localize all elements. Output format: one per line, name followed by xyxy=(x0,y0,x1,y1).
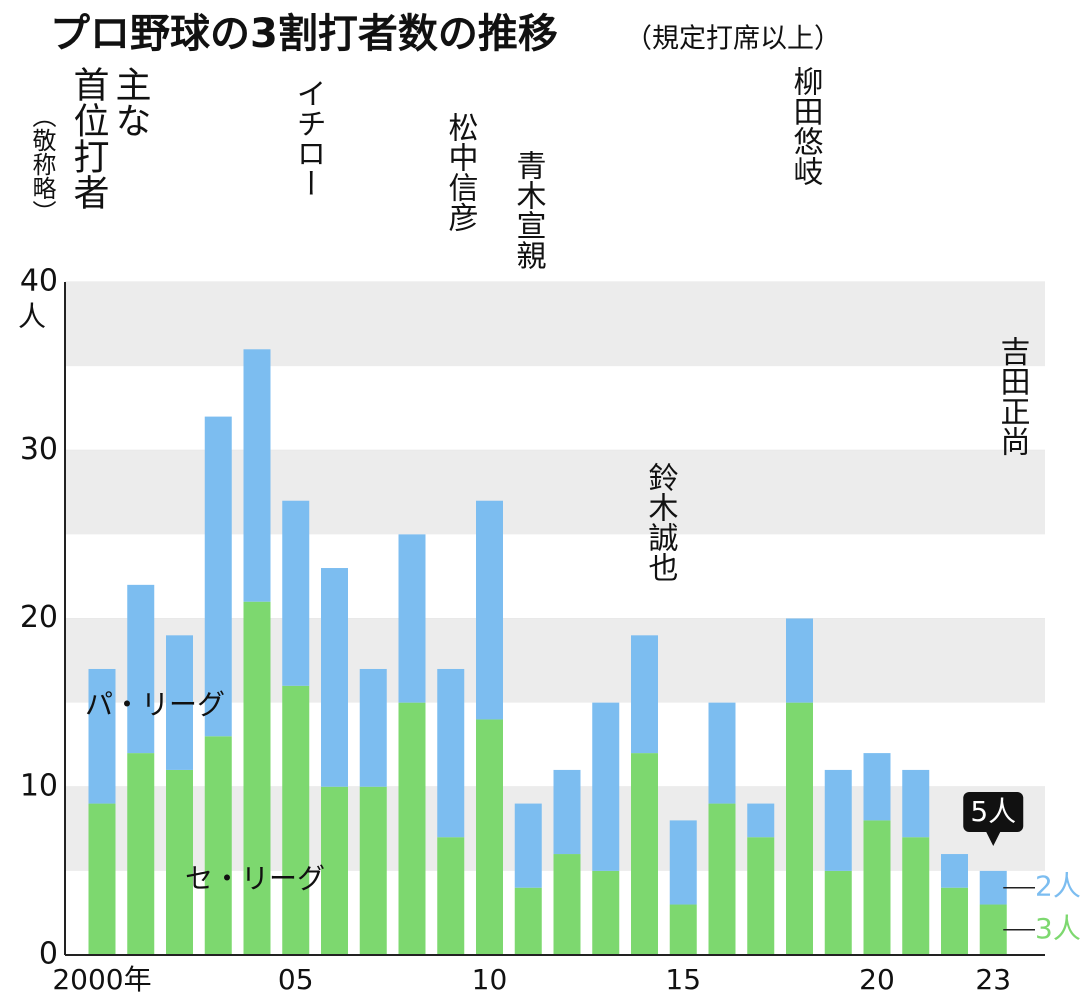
bar-segment xyxy=(243,349,271,602)
bar-segment xyxy=(553,854,581,955)
bar-segment xyxy=(514,887,542,955)
bar-segment xyxy=(863,753,891,821)
bar-segment xyxy=(631,635,658,754)
y-tick-label: 10 xyxy=(20,768,58,803)
bar-segment xyxy=(321,568,348,787)
bar-segment xyxy=(359,668,387,787)
annotation: 5人 xyxy=(970,795,1016,828)
bar-segment xyxy=(359,786,387,955)
bar-segment xyxy=(708,702,736,804)
bar-segment xyxy=(437,837,465,955)
bar-segment xyxy=(321,786,348,955)
x-tick-label: 20 xyxy=(859,963,895,996)
bar-segment xyxy=(747,837,775,955)
bars xyxy=(88,349,1007,955)
players-heading: 首位打者 xyxy=(68,66,109,210)
bar-segment xyxy=(166,635,193,770)
bar-segment xyxy=(786,702,813,955)
x-tick-label: 05 xyxy=(278,963,314,996)
x-tick-label: 10 xyxy=(472,963,508,996)
players-heading: 主な xyxy=(110,66,151,138)
bar-segment xyxy=(669,904,697,955)
bar-segment xyxy=(127,753,155,955)
bar-segment xyxy=(941,887,968,955)
y-tick-label: 30 xyxy=(20,432,58,467)
bar-segment xyxy=(863,820,891,955)
bar-segment xyxy=(979,904,1007,955)
bar-segment xyxy=(902,769,930,838)
bar-segment xyxy=(786,618,813,703)
bar-segment xyxy=(88,803,116,955)
bar-segment xyxy=(747,803,775,838)
bar-segment xyxy=(127,584,155,754)
bar-segment xyxy=(514,803,542,888)
annotation-box xyxy=(963,792,1024,832)
x-tick-label: 15 xyxy=(665,963,701,996)
x-tick-label: 23 xyxy=(975,963,1011,996)
x-tick-label: 2000年 xyxy=(52,963,151,996)
bar-segment xyxy=(476,500,503,720)
bar-segment xyxy=(824,870,852,955)
bar-segment xyxy=(204,416,232,737)
bar-segment xyxy=(476,719,503,955)
bar-segment xyxy=(669,820,697,905)
bar-segment xyxy=(204,736,232,955)
players-note: （敬称略） xyxy=(28,104,56,224)
legend-label: セ・リーグ xyxy=(185,862,325,895)
bar-segment xyxy=(902,837,930,955)
bar-segment xyxy=(243,601,271,955)
chart-title: プロ野球の3割打者数の推移 xyxy=(50,11,558,57)
player-name: 吉田正尚 xyxy=(995,336,1030,456)
bar-segment xyxy=(398,702,426,955)
chart-subtitle: （規定打席以上） xyxy=(625,24,841,55)
bar-segment xyxy=(941,854,968,888)
player-name: イチロー xyxy=(291,78,326,198)
grid-band xyxy=(65,282,1045,367)
player-name: 鈴木誠也 xyxy=(643,462,679,582)
bar-segment xyxy=(282,500,310,686)
bar-segment xyxy=(708,803,736,955)
y-unit: 人 xyxy=(18,300,46,333)
legend-label: パ・リーグ xyxy=(85,688,225,721)
bar-segment xyxy=(437,668,465,838)
bar-segment xyxy=(824,769,852,871)
bar-segment xyxy=(592,702,620,871)
y-tick-label: 40 xyxy=(20,264,58,299)
annotation: 2人 xyxy=(1035,870,1081,903)
y-tick-label: 20 xyxy=(20,600,58,635)
player-name: 柳田悠岐 xyxy=(788,66,824,186)
bar-segment xyxy=(631,753,658,955)
bar-segment xyxy=(166,769,193,955)
bar-segment xyxy=(398,534,426,703)
bar-segment xyxy=(592,870,620,955)
player-name: 青木宣親 xyxy=(511,150,547,270)
y-tick-label: 0 xyxy=(39,937,58,972)
bar-segment xyxy=(553,769,581,855)
bar-segment xyxy=(88,668,116,804)
annotation: 3人 xyxy=(1035,912,1081,945)
bar-segment xyxy=(282,685,310,955)
player-name: 松中信彦 xyxy=(443,112,479,232)
annotation-pointer xyxy=(986,832,1001,846)
bar-segment xyxy=(979,870,1007,905)
